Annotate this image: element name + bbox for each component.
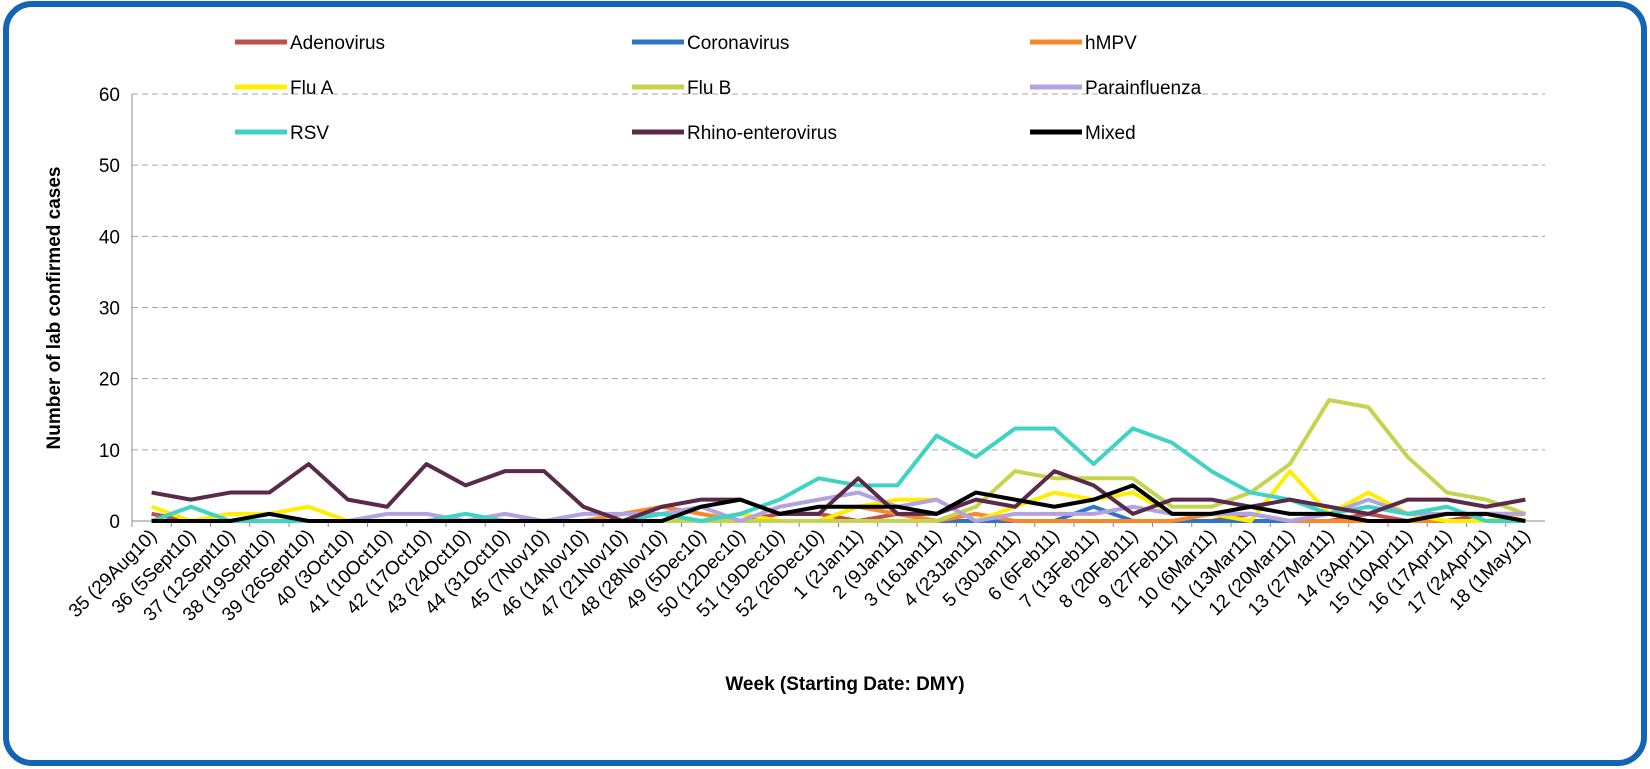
y-axis-title: Number of lab confirmed cases (44, 167, 65, 450)
x-axis-title: Week (Starting Date: DMY) (725, 674, 964, 695)
legend-label: Rhino-enterovirus (687, 123, 837, 144)
legend-label: Coronavirus (687, 33, 789, 54)
legend-label: hMPV (1085, 33, 1137, 54)
frame (3, 1, 1647, 766)
y-tick-label: 30 (99, 299, 120, 320)
y-tick-label: 50 (99, 156, 120, 177)
y-tick-label: 10 (99, 441, 120, 462)
legend-label: Adenovirus (290, 33, 385, 54)
legend-label: RSV (290, 123, 329, 144)
y-tick-label: 0 (109, 512, 120, 533)
y-tick-label: 40 (99, 227, 120, 248)
series-line (151, 483, 1526, 523)
series-line (151, 462, 1526, 523)
legend-label: Mixed (1085, 123, 1136, 144)
y-tick-label: 20 (99, 370, 120, 391)
y-tick-label: 60 (99, 85, 120, 106)
legend-label: Flu B (687, 78, 731, 99)
legend-label: Parainfluenza (1085, 78, 1202, 99)
legend-label: Flu A (290, 78, 334, 99)
